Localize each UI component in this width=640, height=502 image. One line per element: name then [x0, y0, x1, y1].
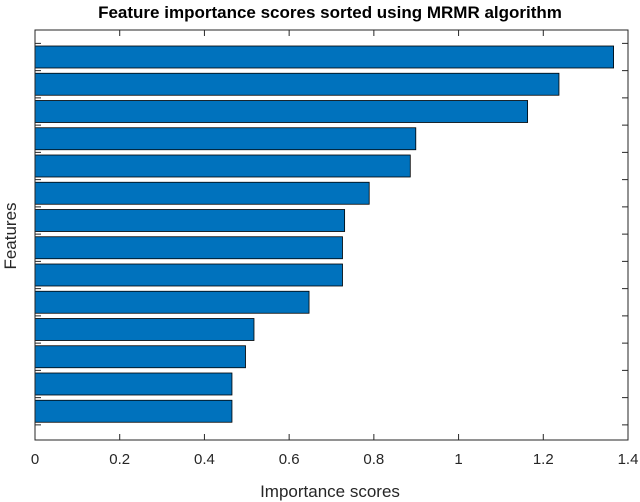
bar	[34, 263, 343, 287]
bar	[34, 290, 310, 314]
bar	[34, 72, 560, 96]
x-tick-label: 0.8	[363, 451, 384, 468]
bar	[34, 154, 411, 178]
bar	[34, 399, 233, 423]
x-tick-label: 0.6	[279, 451, 300, 468]
bar	[34, 209, 346, 232]
bar	[34, 345, 246, 369]
bar	[34, 236, 343, 260]
x-tick-label: 0	[31, 451, 39, 468]
plot-area: 0 0.2 0.4 0.6 0.8 1 1.2 1.4	[31, 29, 639, 468]
x-tick-label: 1	[454, 451, 462, 468]
x-tick-label: 1.4	[618, 451, 639, 468]
y-axis-label: Features	[1, 202, 20, 269]
x-tick-label: 1.2	[533, 451, 554, 468]
x-tick-label: 0.2	[109, 451, 130, 468]
x-axis-label: Importance scores	[260, 482, 400, 501]
bar	[34, 127, 417, 151]
bar	[34, 318, 255, 341]
bar	[34, 100, 529, 123]
bar	[34, 181, 370, 205]
x-tick-label: 0.4	[194, 451, 215, 468]
bar	[34, 45, 614, 69]
chart-title: Feature importance scores sorted using M…	[98, 3, 562, 22]
bar	[34, 372, 233, 396]
plot-frame	[34, 29, 629, 441]
